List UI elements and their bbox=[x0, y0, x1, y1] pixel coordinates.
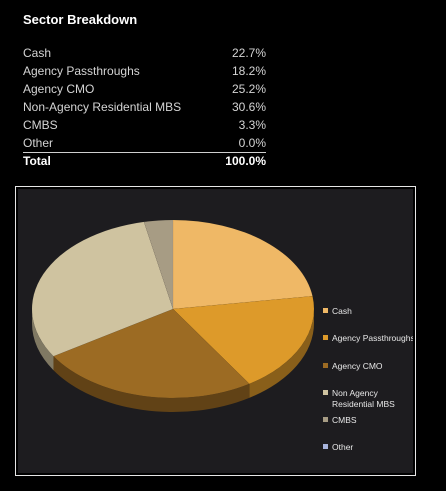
legend-label-2: Agency CMO bbox=[332, 361, 383, 371]
pie-slice-4 bbox=[143, 219, 174, 310]
row-label: Non-Agency Residential MBS bbox=[23, 100, 182, 114]
row-label: Cash bbox=[23, 46, 52, 60]
legend-label-1: Agency Passthroughs bbox=[332, 333, 413, 343]
table-row: Non-Agency Residential MBS 30.6% bbox=[23, 98, 266, 116]
total-label: Total bbox=[23, 154, 51, 168]
chart-frame: Cash Agency Passthroughs Agency CMO Non Age… bbox=[15, 186, 416, 476]
pie-top bbox=[31, 219, 315, 399]
legend-label-4: CMBS bbox=[332, 415, 357, 425]
pie-slice-side-3 bbox=[32, 309, 54, 371]
row-value: 3.3% bbox=[238, 118, 266, 132]
row-label: Other bbox=[23, 136, 54, 150]
row-value: 30.6% bbox=[231, 100, 266, 114]
pie-slice-side-1 bbox=[249, 309, 314, 398]
legend-swatch-2 bbox=[323, 363, 328, 368]
legend-swatch-3 bbox=[323, 390, 328, 395]
legend-swatch-5 bbox=[323, 444, 328, 449]
pie-slice-1 bbox=[172, 295, 315, 385]
total-value: 100.0% bbox=[225, 154, 266, 168]
pie-slice-3 bbox=[31, 221, 174, 357]
legend: Cash Agency Passthroughs Agency CMO Non Age… bbox=[323, 306, 413, 452]
legend-label-0: Cash bbox=[332, 306, 352, 316]
row-label: Agency Passthroughs bbox=[23, 64, 140, 78]
legend-label-3: Residential MBS bbox=[332, 399, 395, 409]
sector-table: Cash 22.7% Agency Passthroughs 18.2% Age… bbox=[23, 44, 266, 170]
legend-label-5: Other bbox=[332, 442, 353, 452]
table-row: Agency Passthroughs 18.2% bbox=[23, 62, 266, 80]
pie-slice-side-2 bbox=[53, 356, 250, 412]
row-value: 18.2% bbox=[231, 64, 266, 78]
chart-area: Cash Agency Passthroughs Agency CMO Non Age… bbox=[18, 189, 413, 473]
pie-slice-2 bbox=[53, 308, 250, 399]
legend-label-3: Non Agency bbox=[332, 388, 379, 398]
table-row: CMBS 3.3% bbox=[23, 116, 266, 134]
legend-swatch-4 bbox=[323, 417, 328, 422]
total-row: Total 100.0% bbox=[23, 152, 266, 170]
pie-sides bbox=[32, 309, 314, 412]
pie-slice-0 bbox=[172, 219, 313, 310]
legend-swatch-0 bbox=[323, 308, 328, 313]
legend-swatch-1 bbox=[323, 335, 328, 340]
pie-chart: Cash Agency Passthroughs Agency CMO Non Age… bbox=[31, 219, 413, 452]
row-value: 22.7% bbox=[231, 46, 266, 60]
section-title: Sector Breakdown bbox=[23, 12, 138, 27]
table-row: Other 0.0% bbox=[23, 134, 266, 152]
row-value: 25.2% bbox=[231, 82, 266, 96]
row-value: 0.0% bbox=[238, 136, 266, 150]
row-label: CMBS bbox=[23, 118, 58, 132]
table-row: Agency CMO 25.2% bbox=[23, 80, 266, 98]
table-row: Cash 22.7% bbox=[23, 44, 266, 62]
row-label: Agency CMO bbox=[23, 82, 95, 96]
